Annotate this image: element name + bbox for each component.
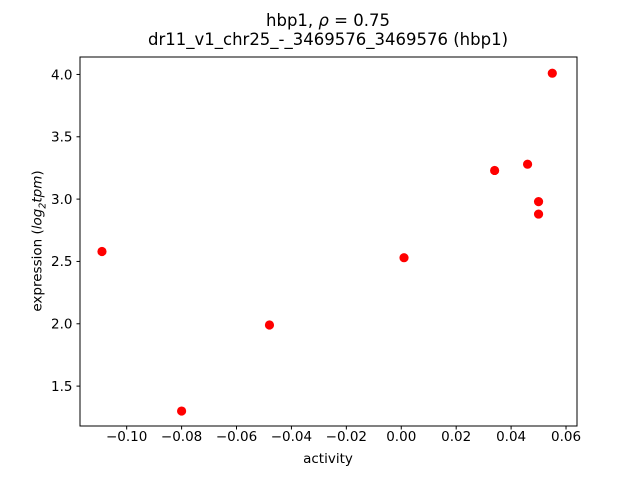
data-point: [547, 68, 557, 78]
x-tick-label: 0.06: [551, 429, 581, 445]
rho-symbol: ρ: [318, 11, 329, 30]
x-tick-label: −0.10: [106, 429, 147, 445]
x-axis-label: activity: [303, 451, 353, 467]
x-tick-label: −0.08: [161, 429, 202, 445]
chart-subtitle: dr11_v1_chr25_-_3469576_3469576 (hbp1): [147, 30, 509, 49]
x-tick-label: 0.02: [441, 429, 471, 445]
data-point: [522, 159, 533, 169]
y-tick-label: 1.5: [51, 379, 72, 395]
data-point: [399, 253, 409, 263]
y-tick-label: 2.0: [51, 317, 72, 333]
data-point: [533, 209, 544, 219]
x-tick-label: −0.02: [326, 429, 367, 445]
data-point: [176, 406, 187, 416]
y-tick-label: 3.5: [51, 130, 72, 146]
x-tick-label: 0.04: [496, 429, 526, 445]
x-tick-label: −0.06: [216, 429, 257, 445]
y-axis-label: expression (log2tpm): [29, 170, 49, 312]
y-tick-label: 2.5: [51, 254, 72, 270]
chart-title-suffix: = 0.75: [328, 11, 390, 30]
chart-title-prefix: hbp1,: [266, 11, 319, 30]
data-point: [264, 320, 275, 330]
data-point: [490, 165, 500, 176]
y-tick-label: 4.0: [51, 67, 72, 83]
x-tick-label: −0.04: [271, 429, 312, 445]
data-point: [533, 197, 544, 207]
data-point: [97, 246, 107, 257]
axes-frame: [79, 56, 578, 427]
chart-title: hbp1, ρ = 0.75: [266, 11, 390, 30]
y-tick-label: 3.0: [51, 192, 72, 208]
x-tick-label: 0.00: [386, 429, 416, 445]
